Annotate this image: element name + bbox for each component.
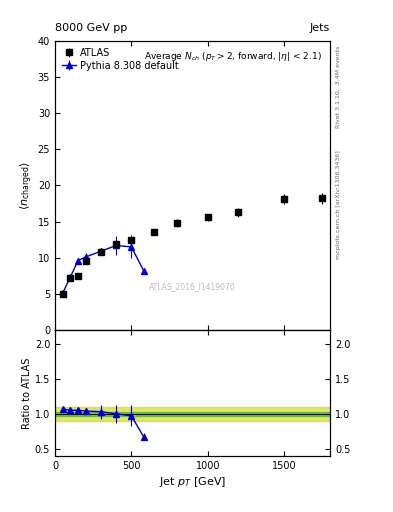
Text: Average $N_{ch}$ ($p_T$$>$2, forward, $|\eta|$ < 2.1): Average $N_{ch}$ ($p_T$$>$2, forward, $|… xyxy=(144,50,322,62)
Y-axis label: $\langle n_{\rm charged}\rangle$: $\langle n_{\rm charged}\rangle$ xyxy=(18,161,35,210)
Y-axis label: Ratio to ATLAS: Ratio to ATLAS xyxy=(22,357,32,429)
Legend: ATLAS, Pythia 8.308 default: ATLAS, Pythia 8.308 default xyxy=(60,46,181,73)
Text: 8000 GeV pp: 8000 GeV pp xyxy=(55,23,127,33)
Bar xyxy=(55,407,330,421)
Text: mcplots.cern.ch [arXiv:1306.3436]: mcplots.cern.ch [arXiv:1306.3436] xyxy=(336,151,341,259)
Text: Jets: Jets xyxy=(310,23,330,33)
Text: Rivet 3.1.10,  3.4M events: Rivet 3.1.10, 3.4M events xyxy=(336,46,341,128)
Text: ATLAS_2016_I1419070: ATLAS_2016_I1419070 xyxy=(149,282,236,291)
X-axis label: Jet $p_T$ [GeV]: Jet $p_T$ [GeV] xyxy=(159,475,226,489)
Bar xyxy=(55,412,330,416)
